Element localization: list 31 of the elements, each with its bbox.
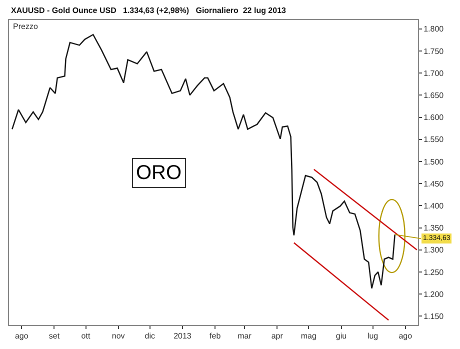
- x-tick-label: set: [48, 332, 60, 341]
- x-tick-label: lug: [367, 332, 378, 341]
- x-tick-label: mar: [238, 332, 252, 341]
- x-tick-label: nov: [112, 332, 125, 341]
- x-tick-label: ott: [81, 332, 91, 341]
- x-tick-label: apr: [271, 332, 284, 341]
- x-tick-label: ago: [398, 332, 413, 341]
- chart-title: XAUUSD - Gold Ounce USD 1.334,63 (+2,98%) Giornaliero 22 lug 2013: [11, 6, 287, 15]
- y-tick-label: 1.650: [424, 90, 444, 100]
- x-tick-label: 2013: [174, 332, 192, 341]
- y-tick-label: 1.550: [424, 135, 444, 144]
- x-tick-label: feb: [210, 332, 222, 341]
- line-series: [12, 34, 396, 289]
- y-tick-label: 1.500: [424, 157, 444, 166]
- x-tick-label: giu: [336, 332, 347, 341]
- y-tick-label: 1.600: [424, 113, 444, 122]
- annotation: ORO: [136, 162, 182, 184]
- y-tick-label: 1.450: [424, 179, 444, 188]
- x-tick-label: mag: [300, 332, 316, 341]
- y-tick-label: 1.800: [424, 24, 444, 34]
- x-tick-label: dic: [144, 332, 156, 341]
- y-tick-label: 1.150: [424, 312, 444, 321]
- y-tick-label: 1.350: [424, 224, 444, 233]
- y-tick-label: 1.750: [424, 46, 444, 56]
- y-tick-label: 1.300: [424, 246, 444, 255]
- y-tick-label: 1.400: [424, 201, 444, 210]
- x-tick-label: ago: [14, 332, 29, 341]
- y-tick-label: 1.700: [424, 68, 444, 78]
- y-axis-title: Prezzo: [13, 22, 38, 31]
- y-tick-label: 1.250: [424, 268, 444, 277]
- y-tick-label: 1.200: [424, 290, 444, 299]
